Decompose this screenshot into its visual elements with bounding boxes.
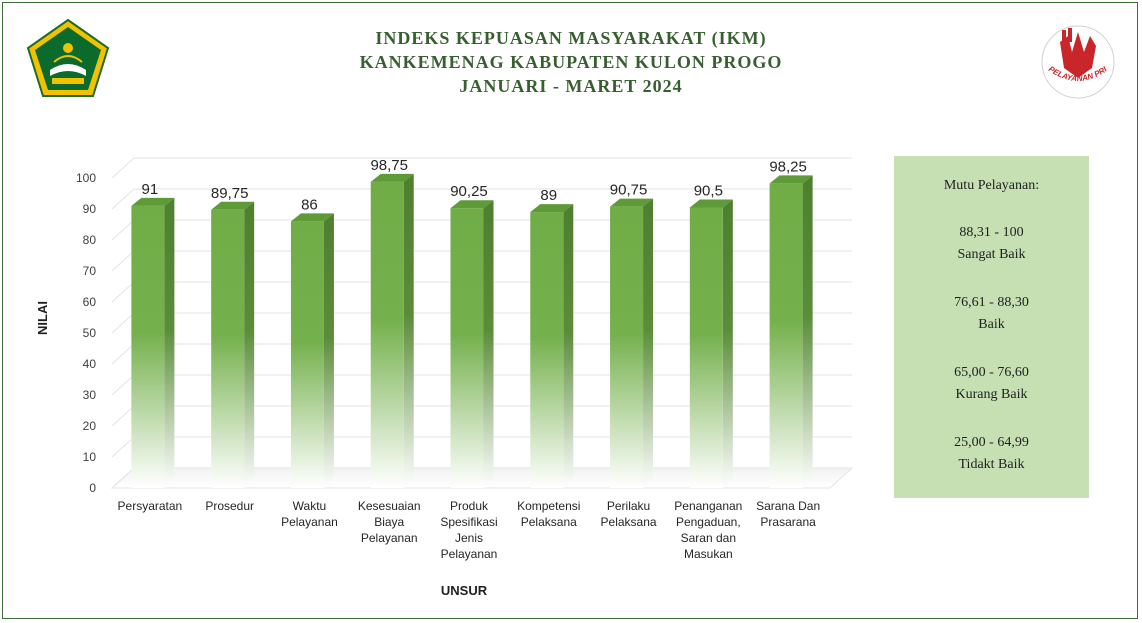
y-tick-label: 100 <box>76 171 96 185</box>
bar-top <box>610 198 654 207</box>
x-axis-label: UNSUR <box>441 583 488 598</box>
y-tick-label: 0 <box>89 481 96 495</box>
kementerian-agama-emblem-icon <box>26 18 110 97</box>
legend-item: 25,00 - 64,99 Tidakt Baik <box>894 432 1089 476</box>
bar <box>450 200 494 488</box>
x-tick-label: Produk Spesifikasi Jenis Pelayanan <box>440 499 497 561</box>
bar-front <box>689 207 723 488</box>
bar-top <box>290 213 334 222</box>
data-label: 98,25 <box>769 158 807 175</box>
bar <box>211 201 255 488</box>
bar-top <box>131 197 175 206</box>
bar-side <box>483 200 494 488</box>
data-label: 90,25 <box>450 183 488 200</box>
gridline <box>111 188 852 210</box>
y-tick-label: 30 <box>83 388 97 402</box>
bar-front <box>211 209 245 488</box>
y-tick-label: 10 <box>83 450 97 464</box>
title-line-1: INDEKS KEPUASAN MASYARAKAT (IKM) <box>375 28 767 48</box>
title-line-3: JANUARI - MARET 2024 <box>459 76 683 96</box>
data-label: 98,75 <box>370 157 408 174</box>
legend-item: 88,31 - 100 Sangat Baik <box>894 222 1089 266</box>
y-axis-label: NILAI <box>35 301 50 335</box>
x-tick-label: Perilaku Pelaksana <box>601 499 657 529</box>
bar-side <box>244 201 255 488</box>
legend-label: Sangat Baik <box>957 247 1026 262</box>
bar <box>610 198 654 489</box>
data-label: 91 <box>142 181 159 198</box>
bar <box>769 175 813 489</box>
bar-side <box>802 175 813 489</box>
bar <box>370 173 414 488</box>
bar <box>689 199 733 488</box>
bar-top <box>450 200 494 209</box>
y-tick-label: 40 <box>83 357 97 371</box>
legend-range: 65,00 - 76,60 <box>954 365 1029 380</box>
legend-range: 76,61 - 88,30 <box>954 295 1029 310</box>
bar-side <box>403 173 414 488</box>
legend-label: Kurang Baik <box>955 387 1028 402</box>
bar-front <box>530 212 564 488</box>
x-tick-label: Penanganan Pengaduan, Saran dan Masukan <box>674 499 742 561</box>
legend-heading: Mutu Pelayanan: <box>943 178 1040 193</box>
data-label: 86 <box>301 196 318 213</box>
data-label: 90,5 <box>694 182 723 199</box>
legend-range: 88,31 - 100 <box>959 225 1024 240</box>
bar-side <box>323 213 334 488</box>
bar-top <box>211 201 255 210</box>
y-tick-label: 60 <box>83 295 97 309</box>
x-tick-label: Sarana Dan Prasarana <box>756 499 820 529</box>
legend-range: 25,00 - 64,99 <box>954 435 1029 450</box>
chart-title: INDEKS KEPUASAN MASYARAKAT (IKM) KANKEME… <box>0 26 1142 98</box>
x-tick-label: Persyaratan <box>118 499 183 513</box>
legend-item: 76,61 - 88,30 Baik <box>894 292 1089 336</box>
title-line-2: KANKEMENAG KABUPATEN KULON PROGO <box>359 52 783 72</box>
bar-front <box>450 208 484 488</box>
legend-label: Baik <box>978 317 1005 332</box>
bar <box>131 197 175 488</box>
data-label: 90,75 <box>610 182 648 199</box>
bar-front <box>370 181 404 488</box>
bar-side <box>643 198 654 489</box>
bar-front <box>610 206 644 489</box>
x-tick-label: Waktu Pelayanan <box>281 499 338 529</box>
y-tick-label: 80 <box>83 233 97 247</box>
bar-top <box>769 175 813 184</box>
pelayanan-prima-stamp-icon: PELAYANAN PRIMA TANPA PUNGLI <box>1038 22 1115 99</box>
bar-side <box>563 204 574 488</box>
x-tick-label: Prosedur <box>205 499 254 513</box>
bar <box>530 204 574 488</box>
bar-side <box>722 199 733 488</box>
y-tick-label: 20 <box>83 419 97 433</box>
bar-side <box>164 197 175 488</box>
x-tick-label: Kesesuaian Biaya Pelayanan <box>358 499 421 545</box>
y-tick-label: 70 <box>83 264 97 278</box>
legend-item: 65,00 - 76,60 Kurang Baik <box>894 362 1089 406</box>
bar-front <box>131 205 165 488</box>
bar-top <box>530 204 574 213</box>
bar-front <box>290 221 324 488</box>
data-label: 89,75 <box>211 185 249 202</box>
y-tick-label: 50 <box>83 326 97 340</box>
y-tick-label: 90 <box>83 202 97 216</box>
bar-top <box>370 173 414 182</box>
bar <box>290 213 334 488</box>
bar-front <box>769 183 803 489</box>
data-label: 89 <box>540 187 557 204</box>
x-tick-label: Kompetensi Pelaksana <box>517 499 580 529</box>
bar-top <box>689 199 733 208</box>
legend-label: Tidakt Baik <box>958 457 1025 472</box>
quality-legend-box: Mutu Pelayanan: 88,31 - 100 Sangat Baik … <box>894 156 1089 498</box>
gridline <box>111 157 852 179</box>
